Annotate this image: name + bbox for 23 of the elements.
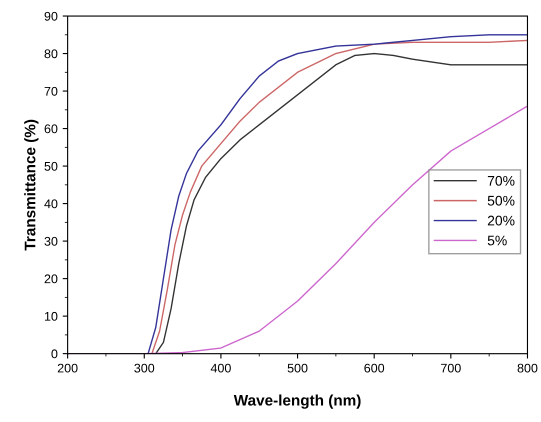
x-tick-label: 300 — [134, 364, 154, 373]
x-tick-label: 200 — [58, 364, 78, 373]
y-tick-label: 20 — [44, 274, 58, 284]
y-tick-label: 10 — [44, 312, 58, 321]
legend-label: 70% — [488, 176, 514, 186]
x-tick-label: 600 — [364, 364, 384, 373]
y-axis-title: Transmittance (%) — [24, 120, 38, 250]
y-tick-label: 40 — [44, 199, 58, 208]
y-tick-label: 50 — [44, 162, 58, 171]
y-tick-label: 70 — [44, 86, 58, 96]
y-tick-label: 80 — [44, 49, 58, 58]
y-tick-label: 30 — [44, 236, 58, 246]
x-tick-label: 400 — [210, 364, 231, 373]
x-tick-label: 700 — [441, 364, 461, 373]
y-tick-label: 0 — [51, 349, 58, 358]
x-tick-label: 800 — [518, 364, 538, 373]
y-tick-label: 60 — [44, 124, 58, 134]
y-tick-label: 90 — [44, 12, 58, 21]
legend-label: 20% — [488, 216, 514, 226]
legend-label: 50% — [488, 196, 514, 206]
x-tick-label: 500 — [288, 364, 308, 373]
x-axis-title: Wave-length (nm) — [234, 394, 361, 409]
legend-label: 5% — [488, 236, 507, 246]
